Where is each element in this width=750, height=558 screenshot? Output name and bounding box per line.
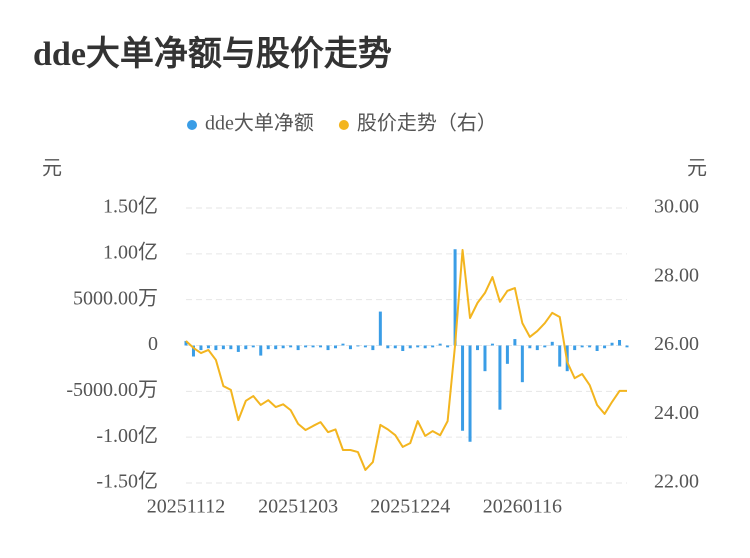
bar [356,345,360,347]
bar [311,345,315,348]
bar [259,345,263,356]
bar [274,345,278,350]
bar [191,345,195,357]
bar [513,339,517,346]
bar [363,345,367,348]
bar [490,343,494,346]
bar [625,345,629,348]
bar [468,345,472,442]
y2-tick-label: 22.00 [654,471,699,493]
y-tick-label: 5000.00万 [73,287,158,309]
bar [296,345,300,351]
bar [446,345,450,348]
bar [333,345,337,349]
bar [453,249,457,346]
y-tick-label: -1.00亿 [96,424,158,447]
bar [431,345,435,348]
bar [266,345,270,350]
bar [483,345,487,372]
bar [244,345,248,350]
y2-tick-label: 28.00 [654,264,699,286]
bar [289,345,293,348]
bar [236,345,240,352]
bar [304,345,308,348]
bar [535,345,539,351]
bar [206,345,210,349]
bar [416,345,420,348]
bar [476,345,480,351]
bar [580,345,584,348]
bar [281,345,285,349]
bar [221,345,225,350]
bar [573,345,577,351]
bar [326,345,330,351]
bar [520,345,524,383]
bar [229,345,233,350]
bar [438,343,442,346]
x-tick-label: 20251203 [258,496,338,518]
bar [528,345,532,349]
bar [588,345,592,348]
y2-tick-label: 26.00 [654,333,699,355]
bar [423,345,427,349]
x-tick-label: 20251112 [147,496,226,518]
x-tick-label: 20251224 [370,496,450,518]
y2-axis-label: 元 [687,158,707,180]
bar [603,345,607,349]
price-line [185,248,627,471]
bar [348,345,352,350]
bar [498,345,502,410]
y-tick-label: 1.00亿 [103,240,158,263]
legend-label: 股价走势（右） [357,112,497,135]
bar [251,345,255,348]
bar [393,345,397,349]
bar [461,345,465,431]
bar [595,345,599,351]
bar [371,345,375,351]
bar [543,345,547,348]
y2-tick-label: 30.00 [654,196,699,218]
bar [610,342,614,346]
chart-title: dde大单净额与股价走势 [33,35,392,73]
bar [341,343,345,346]
bar [184,340,188,346]
bar [505,345,509,364]
bar [319,345,323,348]
legend-label: dde大单净额 [205,112,314,135]
bar [558,345,562,367]
y2-tick-label: 24.00 [654,402,699,424]
y-tick-label: 0 [148,333,158,355]
legend-marker [338,120,349,130]
bar [214,345,218,351]
bar [408,345,412,349]
y-tick-label: -1.50亿 [96,470,158,493]
y-axis-label: 元 [42,158,62,180]
bar [401,345,405,351]
bar [378,311,382,346]
y-tick-label: -5000.00万 [66,379,158,401]
bar [199,345,203,351]
bar [618,340,622,346]
legend-marker [187,120,197,130]
bar [386,345,390,349]
x-tick-label: 20260116 [483,496,562,518]
bar [550,341,554,346]
y-tick-label: 1.50亿 [103,195,158,218]
